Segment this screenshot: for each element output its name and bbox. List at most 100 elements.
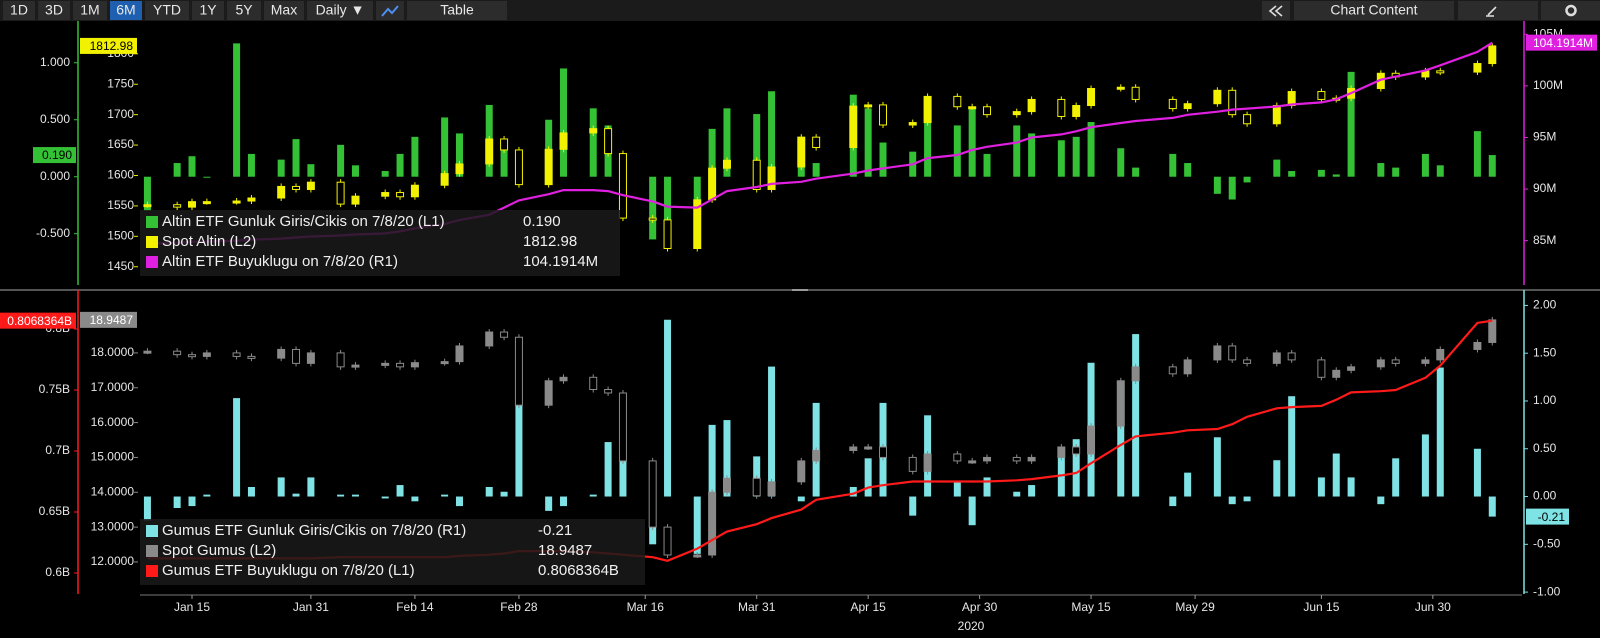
bar — [723, 420, 731, 497]
candle-body — [514, 149, 523, 186]
y-tick-label: 13.0000 — [91, 519, 135, 533]
bar — [203, 494, 211, 497]
candle-body — [879, 104, 888, 126]
bar — [545, 496, 553, 511]
bar — [188, 156, 196, 177]
y-tick-label: 15.0000 — [91, 450, 135, 464]
toolbar-button[interactable] — [1541, 1, 1600, 20]
candle-body — [1168, 98, 1177, 110]
candle-body — [292, 185, 301, 190]
y-tick-label: 1500 — [107, 229, 134, 243]
bar — [1057, 448, 1065, 497]
toolbar-button-label[interactable]: Max — [271, 2, 297, 18]
toolbar-button[interactable] — [1294, 1, 1454, 20]
toolbar-button[interactable] — [192, 1, 224, 20]
bar — [337, 144, 345, 177]
toolbar-button[interactable] — [145, 1, 189, 20]
candle-body — [351, 364, 360, 368]
bar — [1273, 460, 1281, 497]
y-tick-label: -0.500 — [36, 226, 70, 240]
bar — [1087, 122, 1095, 177]
value-tag-label: 1812.98 — [90, 39, 134, 53]
toolbar-button-label[interactable]: Daily ▼ — [316, 2, 365, 18]
legend-label: Altin ETF Gunluk Giris/Cikis on 7/8/20 (… — [162, 213, 445, 230]
candle-body — [336, 352, 345, 368]
bar — [455, 133, 463, 177]
value-tag — [80, 311, 137, 328]
toolbar-button[interactable] — [407, 1, 507, 20]
bar — [292, 139, 300, 177]
bar — [1332, 174, 1340, 177]
toolbar-button-label[interactable]: 1D — [10, 2, 28, 18]
toolbar-button[interactable] — [227, 1, 261, 20]
candle-body — [983, 106, 992, 116]
legend-value: 0.190 — [523, 213, 561, 230]
bar — [664, 319, 672, 497]
bar — [589, 494, 597, 497]
candle-body — [797, 460, 806, 483]
bar — [864, 108, 872, 177]
legend-label: Altin ETF Buyuklugu on 7/8/20 (R1) — [162, 253, 398, 270]
candle-body — [1012, 111, 1021, 116]
value-tag-label: 18.9487 — [90, 313, 134, 327]
toolbar-button-label[interactable]: 3D — [45, 2, 63, 18]
toolbar-button-label[interactable]: 1Y — [199, 2, 217, 18]
toolbar-button[interactable] — [73, 1, 107, 20]
toolbar-button-label[interactable]: 6M — [116, 2, 135, 18]
edit-icon[interactable] — [1486, 6, 1497, 17]
candle-body — [202, 352, 211, 357]
toolbar-button[interactable] — [307, 1, 373, 20]
toolbar-button[interactable] — [264, 1, 304, 20]
bar — [879, 142, 887, 177]
bar — [768, 91, 776, 177]
candle-body — [923, 95, 932, 124]
candle-body — [485, 331, 494, 347]
bar — [1013, 125, 1021, 177]
bar — [233, 398, 241, 497]
x-tick-label: May 15 — [1071, 600, 1111, 614]
candle-body — [292, 348, 301, 364]
chart-type-icon[interactable] — [381, 5, 399, 17]
candle-body — [514, 336, 523, 406]
chart-panel: 0.6B0.65B0.7B0.75B0.8B12.000013.000014.0… — [0, 290, 1569, 633]
bar — [1347, 477, 1355, 497]
bar — [560, 496, 568, 507]
bar — [1028, 485, 1036, 497]
candle-body — [864, 446, 873, 450]
candle-body — [1183, 103, 1192, 110]
legend-label: Gumus ETF Buyuklugu on 7/8/20 (L1) — [162, 562, 415, 579]
toolbar-button[interactable] — [3, 1, 35, 20]
legend: Altin ETF Gunluk Giris/Cikis on 7/8/20 (… — [140, 210, 620, 276]
candle-body — [953, 95, 962, 108]
bar — [849, 486, 857, 497]
candle-body — [648, 217, 657, 221]
candle-body — [1087, 425, 1096, 455]
candle-body — [983, 456, 992, 462]
candle-body — [589, 376, 598, 391]
candle-body — [1057, 446, 1066, 458]
bar — [1473, 448, 1481, 497]
candle-body — [1272, 352, 1281, 364]
candle-body — [247, 355, 256, 359]
bar — [1392, 458, 1400, 497]
bar — [188, 496, 196, 507]
candle-body — [1072, 446, 1081, 455]
candle-body — [767, 166, 776, 190]
toolbar-button[interactable] — [38, 1, 70, 20]
settings-icon[interactable] — [1565, 4, 1577, 17]
toolbar-button-label[interactable]: 1M — [80, 2, 99, 18]
legend-label: Spot Gumus (L2) — [162, 542, 276, 559]
candle-body — [1436, 70, 1445, 74]
toolbar-button-label[interactable]: YTD — [153, 2, 181, 18]
toolbar-button-label[interactable]: 5Y — [235, 2, 253, 18]
toolbar-button-label[interactable]: Table — [440, 2, 474, 18]
value-tag — [80, 37, 137, 54]
candle-body — [396, 192, 405, 198]
value-tag — [1526, 508, 1569, 525]
collapse-icon[interactable] — [1268, 5, 1283, 17]
toolbar-button[interactable] — [110, 1, 142, 20]
toolbar-button-label[interactable]: Chart Content — [1330, 2, 1417, 18]
toolbar-button[interactable] — [1458, 1, 1538, 20]
bar — [983, 477, 991, 497]
bar — [1377, 496, 1385, 505]
